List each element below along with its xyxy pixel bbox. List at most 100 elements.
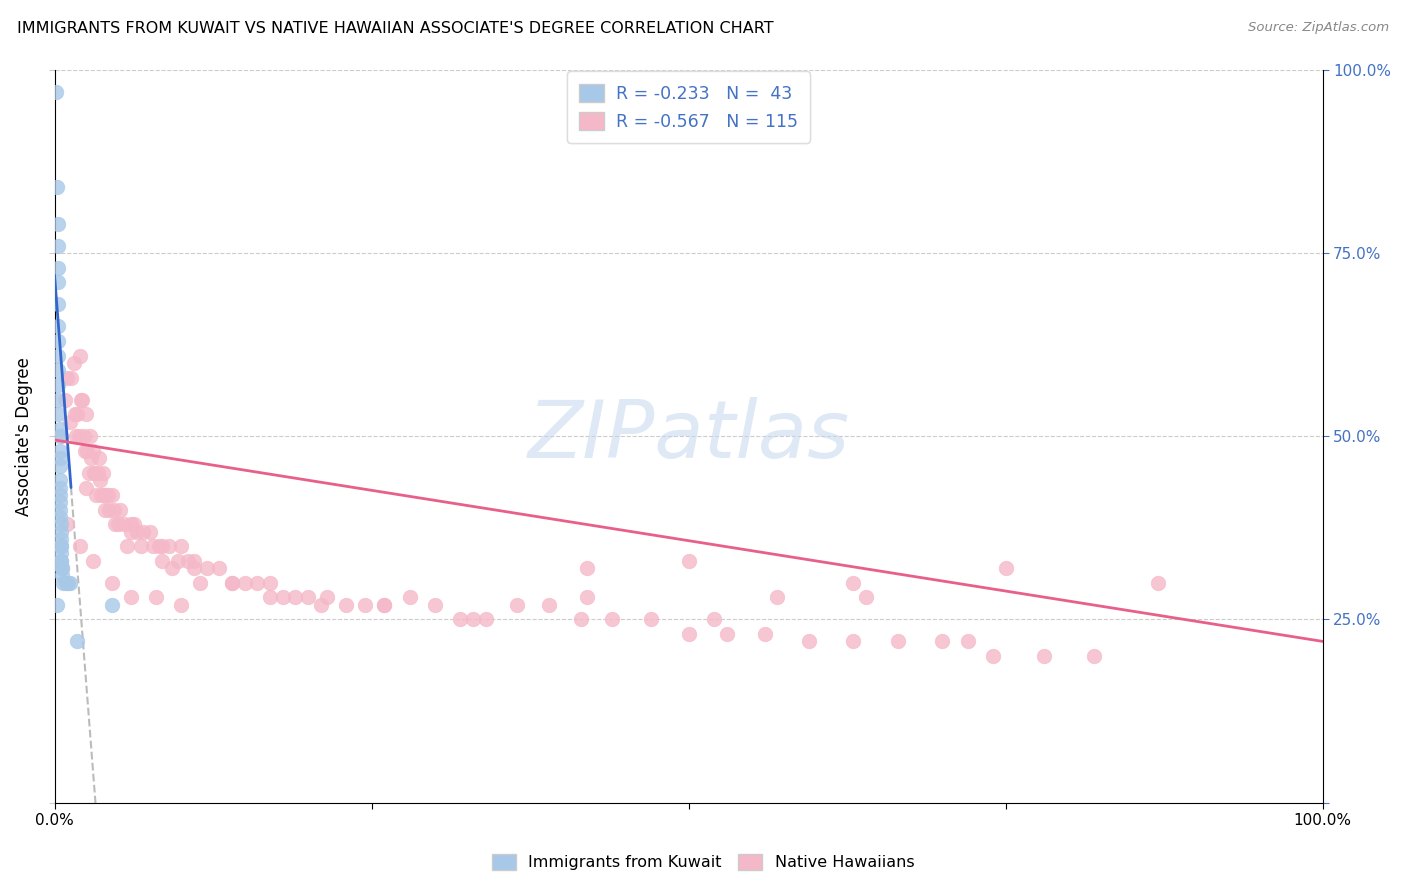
Point bbox=[1146, 575, 1168, 590]
Point bbox=[981, 648, 1004, 663]
Point bbox=[538, 598, 561, 612]
Point bbox=[49, 517, 72, 532]
Point bbox=[69, 349, 91, 363]
Point bbox=[46, 363, 69, 377]
Point bbox=[89, 473, 111, 487]
Point bbox=[49, 539, 72, 553]
Point bbox=[309, 598, 332, 612]
Point bbox=[162, 561, 184, 575]
Point bbox=[188, 575, 211, 590]
Point bbox=[60, 370, 83, 384]
Point bbox=[449, 612, 471, 626]
Point bbox=[46, 319, 69, 334]
Point bbox=[994, 561, 1017, 575]
Point bbox=[754, 627, 776, 641]
Point bbox=[842, 634, 865, 648]
Point bbox=[98, 502, 121, 516]
Point bbox=[46, 276, 69, 290]
Point bbox=[86, 466, 108, 480]
Point bbox=[120, 517, 142, 532]
Point bbox=[183, 561, 205, 575]
Point bbox=[956, 634, 979, 648]
Point bbox=[69, 539, 91, 553]
Point bbox=[59, 575, 82, 590]
Point bbox=[855, 591, 877, 605]
Point bbox=[46, 378, 69, 392]
Point bbox=[48, 444, 70, 458]
Point bbox=[46, 239, 69, 253]
Point bbox=[142, 539, 165, 553]
Point bbox=[170, 539, 193, 553]
Point bbox=[166, 554, 188, 568]
Point bbox=[110, 502, 132, 516]
Point bbox=[246, 575, 269, 590]
Point bbox=[208, 561, 231, 575]
Point bbox=[157, 539, 180, 553]
Point bbox=[602, 612, 624, 626]
Point bbox=[72, 392, 94, 407]
Point bbox=[100, 598, 122, 612]
Point bbox=[129, 539, 152, 553]
Point bbox=[766, 591, 789, 605]
Point bbox=[48, 495, 70, 509]
Point bbox=[569, 612, 592, 626]
Point bbox=[82, 444, 104, 458]
Point bbox=[640, 612, 662, 626]
Point bbox=[73, 429, 96, 443]
Point bbox=[103, 502, 125, 516]
Point bbox=[46, 297, 69, 311]
Point bbox=[797, 634, 820, 648]
Point bbox=[48, 458, 70, 473]
Point bbox=[150, 554, 173, 568]
Point bbox=[70, 392, 93, 407]
Point bbox=[91, 466, 114, 480]
Point bbox=[59, 415, 82, 429]
Point bbox=[115, 539, 138, 553]
Point bbox=[52, 575, 75, 590]
Point bbox=[576, 561, 599, 575]
Point bbox=[46, 407, 69, 421]
Point bbox=[48, 502, 70, 516]
Point bbox=[354, 598, 377, 612]
Point bbox=[51, 561, 73, 575]
Point bbox=[90, 488, 112, 502]
Point bbox=[56, 517, 79, 532]
Point bbox=[46, 392, 69, 407]
Point bbox=[82, 554, 104, 568]
Point bbox=[97, 488, 120, 502]
Point bbox=[46, 598, 69, 612]
Point bbox=[87, 451, 110, 466]
Point bbox=[125, 524, 148, 539]
Point bbox=[373, 598, 395, 612]
Point bbox=[49, 539, 72, 553]
Point bbox=[75, 407, 97, 421]
Point bbox=[271, 591, 294, 605]
Point bbox=[335, 598, 357, 612]
Legend: Immigrants from Kuwait, Native Hawaiians: Immigrants from Kuwait, Native Hawaiians bbox=[485, 847, 921, 877]
Point bbox=[46, 349, 69, 363]
Legend: R = -0.233   N =  43, R = -0.567   N = 115: R = -0.233 N = 43, R = -0.567 N = 115 bbox=[567, 71, 810, 143]
Point bbox=[284, 591, 307, 605]
Point bbox=[506, 598, 529, 612]
Point bbox=[66, 634, 89, 648]
Point bbox=[56, 370, 79, 384]
Point bbox=[63, 407, 86, 421]
Point bbox=[316, 591, 339, 605]
Point bbox=[104, 517, 127, 532]
Point bbox=[48, 509, 70, 524]
Point bbox=[233, 575, 256, 590]
Point bbox=[148, 539, 170, 553]
Point bbox=[48, 488, 70, 502]
Point bbox=[842, 575, 865, 590]
Point bbox=[49, 546, 72, 560]
Point bbox=[461, 612, 484, 626]
Point bbox=[145, 591, 167, 605]
Point bbox=[195, 561, 218, 575]
Point bbox=[53, 392, 76, 407]
Point bbox=[46, 334, 69, 348]
Point bbox=[678, 554, 700, 568]
Text: Source: ZipAtlas.com: Source: ZipAtlas.com bbox=[1249, 21, 1389, 34]
Point bbox=[94, 488, 117, 502]
Point bbox=[76, 444, 98, 458]
Point bbox=[94, 502, 117, 516]
